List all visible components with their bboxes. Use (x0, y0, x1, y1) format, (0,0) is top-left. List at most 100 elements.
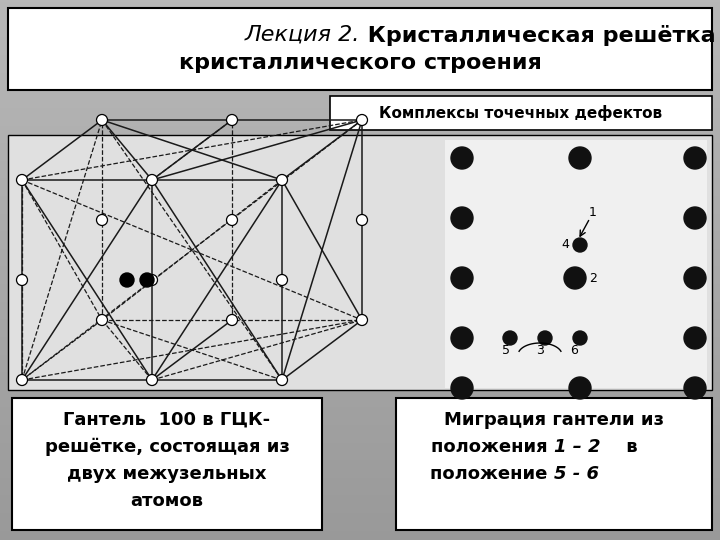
Bar (0, 435, 720, 436)
Circle shape (146, 375, 158, 386)
Bar (0, 233, 720, 234)
Bar (0, 493, 720, 494)
Bar (0, 524, 720, 525)
Bar (0, 456, 720, 457)
Circle shape (140, 273, 154, 287)
Bar (0, 204, 720, 205)
Bar (0, 203, 720, 204)
Bar (0, 469, 720, 470)
Bar (0, 94, 720, 95)
Bar (0, 354, 720, 355)
Bar (0, 447, 720, 448)
Bar (0, 166, 720, 167)
Bar (0, 374, 720, 375)
Bar (0, 158, 720, 159)
Bar (0, 163, 720, 164)
Bar (0, 251, 720, 252)
Text: Миграция гантели из: Миграция гантели из (444, 411, 664, 429)
Bar (0, 79, 720, 80)
Circle shape (503, 331, 517, 345)
Bar (0, 78, 720, 79)
Bar (0, 168, 720, 169)
Bar (0, 42, 720, 43)
Bar (0, 319, 720, 320)
Bar (0, 338, 720, 339)
Bar (0, 461, 720, 462)
Circle shape (120, 273, 134, 287)
Bar (0, 226, 720, 227)
Bar (0, 312, 720, 313)
Bar (0, 359, 720, 360)
Bar (0, 324, 720, 325)
Bar (0, 424, 720, 425)
Bar (0, 510, 720, 511)
Bar (0, 261, 720, 262)
Bar (0, 399, 720, 400)
Bar (0, 11, 720, 12)
Bar (0, 247, 720, 248)
Bar (0, 32, 720, 33)
Bar (0, 467, 720, 468)
Bar (0, 488, 720, 489)
Bar (0, 457, 720, 458)
Text: 5: 5 (502, 343, 510, 356)
Bar (0, 119, 720, 120)
Bar (0, 111, 720, 112)
Text: 5 - 6: 5 - 6 (554, 465, 599, 483)
Bar (0, 465, 720, 466)
Bar (0, 100, 720, 101)
Bar (0, 40, 720, 41)
Bar (0, 532, 720, 533)
Bar (0, 279, 720, 280)
Bar (0, 162, 720, 163)
Bar (0, 400, 720, 401)
Bar (0, 117, 720, 118)
Bar (0, 322, 720, 323)
Bar (0, 109, 720, 110)
Bar (0, 205, 720, 206)
Bar (0, 453, 720, 454)
Bar (0, 492, 720, 493)
Bar (0, 73, 720, 74)
Bar (0, 534, 720, 535)
Text: Комплексы точечных дефектов: Комплексы точечных дефектов (379, 105, 662, 121)
Bar (0, 67, 720, 68)
Bar (0, 3, 720, 4)
Bar (0, 328, 720, 329)
Bar (0, 268, 720, 269)
Bar (0, 539, 720, 540)
Circle shape (573, 331, 587, 345)
Bar (0, 107, 720, 108)
Bar (0, 420, 720, 421)
Text: Лекция 2.: Лекция 2. (245, 25, 360, 45)
Bar (0, 173, 720, 174)
Bar (0, 480, 720, 481)
Bar (0, 432, 720, 433)
Bar (0, 28, 720, 29)
Bar (0, 478, 720, 479)
Circle shape (276, 375, 287, 386)
Bar (0, 295, 720, 296)
Bar (0, 179, 720, 180)
Bar (0, 507, 720, 508)
Bar (0, 187, 720, 188)
Bar (0, 362, 720, 363)
Bar (0, 449, 720, 450)
Bar (0, 466, 720, 467)
Circle shape (17, 274, 27, 286)
Circle shape (17, 174, 27, 186)
Bar (0, 428, 720, 429)
Bar (0, 108, 720, 109)
Bar (0, 23, 720, 24)
Bar (0, 145, 720, 146)
Circle shape (227, 314, 238, 326)
Bar (0, 120, 720, 121)
Bar (0, 409, 720, 410)
Bar (0, 353, 720, 354)
Bar (0, 238, 720, 239)
Bar (0, 236, 720, 237)
Bar (0, 477, 720, 478)
Bar (0, 8, 720, 9)
Bar (0, 77, 720, 78)
Bar (0, 159, 720, 160)
